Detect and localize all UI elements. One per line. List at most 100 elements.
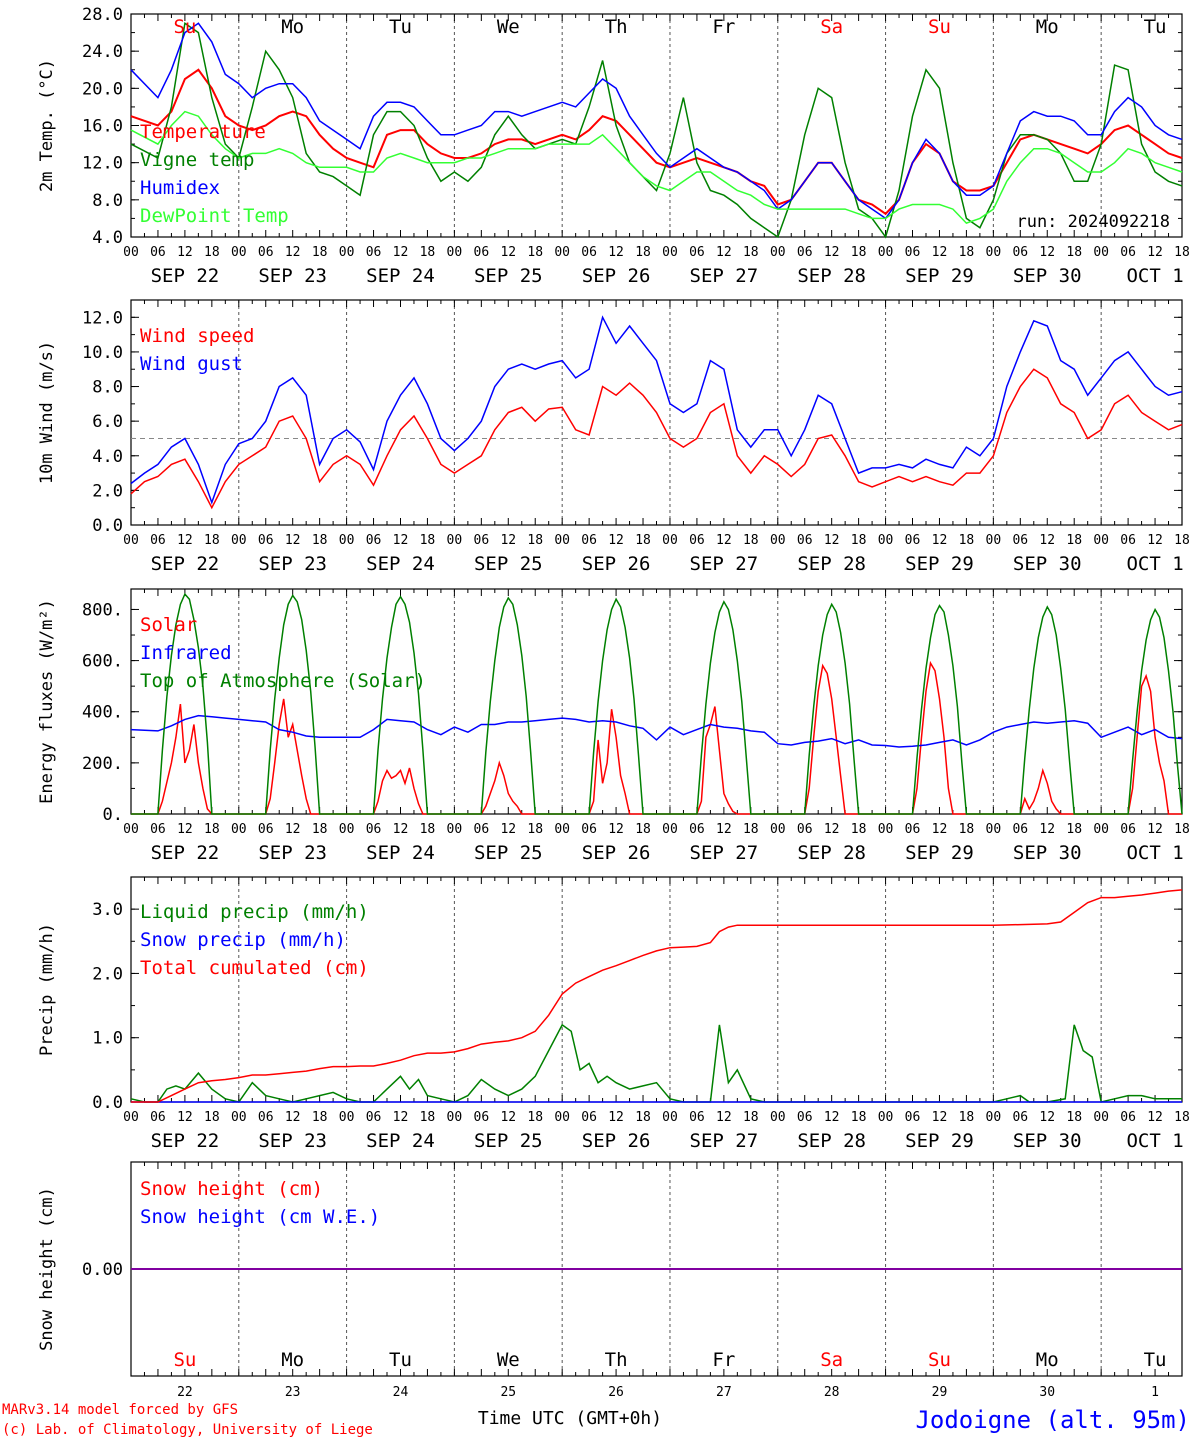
hour-label: 06 [258, 822, 274, 837]
day-abbrev-bottom: Mo [1036, 1349, 1059, 1371]
series-line-dewpoint-temp [130, 110, 1183, 224]
y-tick-label: 600. [82, 652, 123, 672]
hour-label: 00 [878, 822, 894, 837]
day-abbrev-bottom: We [497, 1349, 520, 1371]
date-label: SEP 26 [582, 1130, 651, 1152]
day-abbrev-bottom: Tu [389, 1349, 412, 1371]
date-label: SEP 30 [1013, 553, 1082, 575]
hour-label: 00 [554, 533, 570, 548]
hour-label: 00 [662, 533, 678, 548]
hour-label: 18 [312, 245, 328, 260]
hour-label: 18 [312, 533, 328, 548]
hour-label: 00 [339, 245, 355, 260]
hour-label: 18 [959, 245, 975, 260]
series-line-temperature [130, 68, 1183, 216]
panel-4: 0.0 1.0 2.0 3.0 Precip (mm/h) Liquid precip (… [37, 876, 1190, 1152]
hour-label: 18 [527, 533, 543, 548]
y-tick-label: 12.0 [82, 154, 123, 174]
hour-label: 00 [1093, 1110, 1109, 1125]
day-number: 22 [177, 1385, 193, 1400]
hour-label: 00 [447, 1110, 463, 1125]
hour-label: 00 [554, 245, 570, 260]
hour-label: 18 [851, 245, 867, 260]
hour-label: 00 [878, 245, 894, 260]
legend-entry: Snow height (cm) [140, 1178, 323, 1200]
hour-label: 06 [581, 533, 597, 548]
hour-label: 06 [581, 1110, 597, 1125]
date-label: SEP 30 [1013, 265, 1082, 287]
series-line-liquid-precip-mm-h [130, 1023, 1182, 1103]
hour-label: 06 [1120, 1110, 1136, 1125]
location-label: Jodoigne (alt. 95m) [915, 1406, 1190, 1434]
hour-label: 18 [1066, 1110, 1082, 1125]
hour-label: 00 [986, 245, 1002, 260]
y-tick-label: 2.0 [92, 964, 123, 984]
date-label: SEP 28 [797, 553, 866, 575]
date-label: SEP 27 [690, 553, 759, 575]
y-tick-label: 8.0 [92, 191, 123, 211]
hour-label: 06 [905, 822, 921, 837]
date-label: SEP 28 [797, 265, 866, 287]
y-tick-label: 12.0 [82, 308, 123, 328]
hour-label: 18 [635, 533, 651, 548]
day-number: 29 [932, 1385, 948, 1400]
day-abbrev-top: Sa [820, 16, 843, 38]
hour-label: 06 [1012, 1110, 1028, 1125]
date-label: SEP 22 [151, 1130, 220, 1152]
hour-label: 06 [366, 245, 382, 260]
day-abbrev-bottom: Mo [281, 1349, 304, 1371]
hour-label: 06 [797, 533, 813, 548]
hour-label: 06 [1012, 533, 1028, 548]
hour-label: 00 [554, 1110, 570, 1125]
hour-label: 12 [393, 245, 409, 260]
hour-label: 18 [527, 822, 543, 837]
hour-label: 18 [851, 533, 867, 548]
series-line-wind-speed [130, 368, 1183, 510]
hour-label: 06 [258, 533, 274, 548]
hour-label: 00 [123, 533, 139, 548]
hour-label: 06 [689, 1110, 705, 1125]
y-tick-label: 24.0 [82, 42, 123, 62]
day-abbrev-bottom: Tu [1144, 1349, 1167, 1371]
hour-label: 18 [959, 1110, 975, 1125]
y-tick-label: 0. [103, 805, 123, 825]
day-number: 27 [716, 1385, 732, 1400]
y-axis-title: Energy fluxes (W/m²) [37, 599, 57, 804]
legend-entry: Top of Atmosphere (Solar) [140, 670, 426, 692]
hour-label: 00 [447, 533, 463, 548]
hour-label: 18 [204, 1110, 220, 1125]
legend-entry: Wind speed [140, 325, 254, 347]
y-tick-label: 3.0 [92, 900, 123, 920]
date-label: SEP 29 [905, 553, 974, 575]
copyright-line: (c) Lab. of Climatology, University of L… [2, 1422, 373, 1438]
hour-label: 06 [150, 533, 166, 548]
date-label: OCT 1 [1126, 265, 1183, 287]
day-abbrev-top: Su [173, 16, 196, 38]
hour-label: 12 [932, 533, 948, 548]
date-label: SEP 30 [1013, 842, 1082, 864]
hour-label: 18 [635, 245, 651, 260]
hour-label: 18 [1174, 533, 1190, 548]
hour-label: 18 [312, 822, 328, 837]
panel-2: 0.0 2.0 4.0 6.0 8.0 10.0 12.0 10m Wind (m/s) Win… [37, 299, 1190, 575]
date-label: SEP 27 [690, 265, 759, 287]
date-label: SEP 23 [258, 842, 327, 864]
hour-label: 18 [743, 1110, 759, 1125]
hour-label: 06 [1120, 245, 1136, 260]
legend-entry: Temperature [140, 121, 266, 143]
hour-label: 12 [608, 533, 624, 548]
hour-label: 00 [231, 822, 247, 837]
date-label: OCT 1 [1126, 1130, 1183, 1152]
hour-label: 12 [608, 1110, 624, 1125]
hour-label: 00 [770, 245, 786, 260]
hour-label: 18 [1066, 245, 1082, 260]
hour-label: 12 [285, 533, 301, 548]
date-label: SEP 23 [258, 553, 327, 575]
hour-label: 18 [204, 533, 220, 548]
date-label: SEP 25 [474, 842, 543, 864]
hour-label: 18 [1174, 822, 1190, 837]
hour-label: 18 [1174, 1110, 1190, 1125]
plot-frame [130, 13, 1183, 238]
hour-label: 00 [339, 822, 355, 837]
